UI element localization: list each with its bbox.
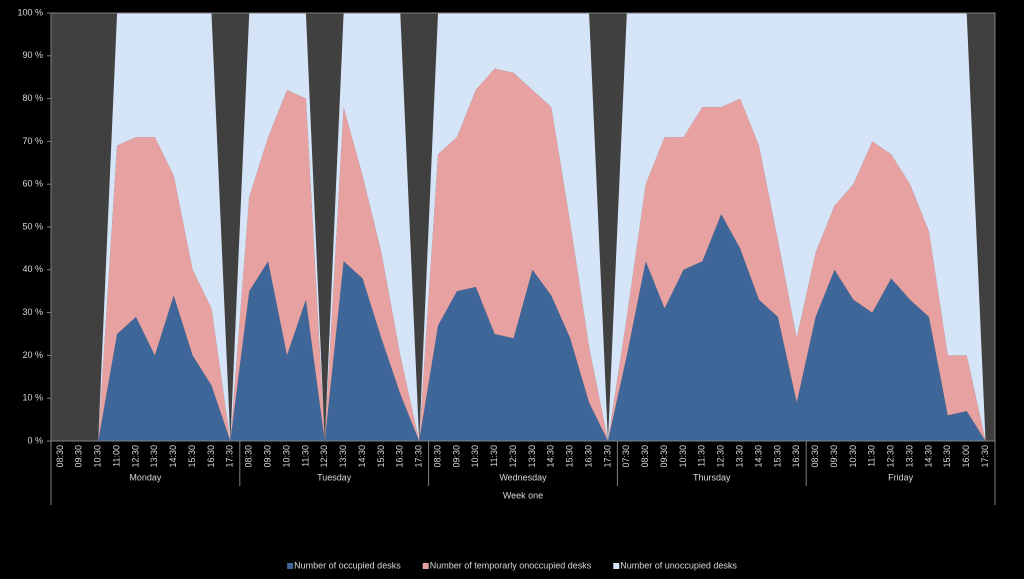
legend: Number of occupied desks Number of tempor… xyxy=(287,560,737,570)
x-tick-label: 13:30 xyxy=(338,445,348,468)
y-tick-label: 100 % xyxy=(17,7,43,17)
x-tick-label: 12:30 xyxy=(130,445,140,468)
x-tick-label: 08:30 xyxy=(55,445,65,468)
x-tick-label: 16:30 xyxy=(395,445,405,468)
y-tick-label: 50 % xyxy=(22,221,43,231)
x-tick-label: 14:30 xyxy=(753,445,763,468)
y-tick-label: 60 % xyxy=(22,179,43,189)
x-tick-label: 15:30 xyxy=(565,445,575,468)
y-tick-label: 70 % xyxy=(22,136,43,146)
x-tick-label: 14:30 xyxy=(546,445,556,468)
x-tick-label: 09:30 xyxy=(659,445,669,468)
x-tick-label: 13:30 xyxy=(734,445,744,468)
x-tick-label: 13:30 xyxy=(149,445,159,468)
group-label: Wednesday xyxy=(499,472,547,482)
x-tick-label: 14:30 xyxy=(357,445,367,468)
x-tick-label: 09:30 xyxy=(829,445,839,468)
x-tick-label: 11:30 xyxy=(300,445,310,467)
x-tick-label: 11:30 xyxy=(489,445,499,467)
x-tick-label: 08:30 xyxy=(244,445,254,468)
x-tick-label: 15:30 xyxy=(772,445,782,468)
x-tick-label: 14:30 xyxy=(168,445,178,468)
x-tick-label: 17:30 xyxy=(980,445,990,468)
y-tick-label: 30 % xyxy=(22,307,43,317)
x-tick-label: 10:30 xyxy=(678,445,688,468)
x-tick-label: 12:30 xyxy=(508,445,518,468)
x-tick-label: 07:30 xyxy=(621,445,631,468)
x-tick-label: 17:30 xyxy=(414,445,424,468)
x-tick-label: 16:30 xyxy=(583,445,593,468)
legend-swatch xyxy=(422,563,429,569)
x-tick-label: 11:30 xyxy=(697,445,707,467)
group-label: Tuesday xyxy=(317,472,352,482)
x-tick-label: 10:30 xyxy=(848,445,858,468)
x-tick-label: 12:30 xyxy=(319,445,329,468)
x-tick-label: 16:30 xyxy=(206,445,216,468)
y-tick-label: 10 % xyxy=(22,393,43,403)
x-tick-label: 12:30 xyxy=(716,445,726,468)
x-tick-label: 10:30 xyxy=(93,445,103,468)
legend-label: Number of temporarly onoccupied desks xyxy=(430,560,592,570)
group-label: Thursday xyxy=(693,472,731,482)
x-tick-label: 11:30 xyxy=(867,445,877,467)
x-tick-label: 11:00 xyxy=(111,445,121,467)
group-label: Monday xyxy=(129,472,162,482)
x-tick-label: 12:30 xyxy=(886,445,896,468)
x-tick-label: 09:30 xyxy=(74,445,84,468)
x-tick-label: 17:30 xyxy=(225,445,235,468)
x-tick-label: 15:30 xyxy=(187,445,197,468)
legend-swatch xyxy=(287,563,294,569)
x-tick-label: 09:30 xyxy=(262,445,272,468)
x-tick-label: 17:30 xyxy=(602,445,612,468)
x-tick-label: 16:00 xyxy=(961,445,971,468)
x-tick-label: 08:30 xyxy=(432,445,442,468)
y-tick-label: 40 % xyxy=(22,264,43,274)
x-tick-label: 10:30 xyxy=(470,445,480,468)
x-tick-label: 13:30 xyxy=(527,445,537,468)
group-label: Week one xyxy=(503,490,543,500)
x-tick-label: 16:30 xyxy=(791,445,801,468)
y-tick-label: 80 % xyxy=(22,93,43,103)
x-tick-label: 14:30 xyxy=(923,445,933,468)
y-tick-label: 0 % xyxy=(27,435,43,445)
x-tick-label: 15:30 xyxy=(942,445,952,468)
x-tick-label: 10:30 xyxy=(281,445,291,468)
legend-swatch xyxy=(613,563,620,569)
legend-label: Number of occupied desks xyxy=(294,560,401,570)
area xyxy=(60,13,986,441)
x-tick-label: 08:30 xyxy=(810,445,820,468)
area xyxy=(60,68,986,441)
y-tick-label: 90 % xyxy=(22,50,43,60)
x-tick-label: 09:30 xyxy=(451,445,461,468)
group-label: Friday xyxy=(888,472,914,482)
x-tick-label: 13:30 xyxy=(904,445,914,468)
x-tick-label: 15:30 xyxy=(376,445,386,468)
x-tick-label: 08:30 xyxy=(640,445,650,468)
area xyxy=(60,214,986,441)
legend-label: Number of unoccupied desks xyxy=(620,560,737,570)
y-tick-label: 20 % xyxy=(22,350,43,360)
